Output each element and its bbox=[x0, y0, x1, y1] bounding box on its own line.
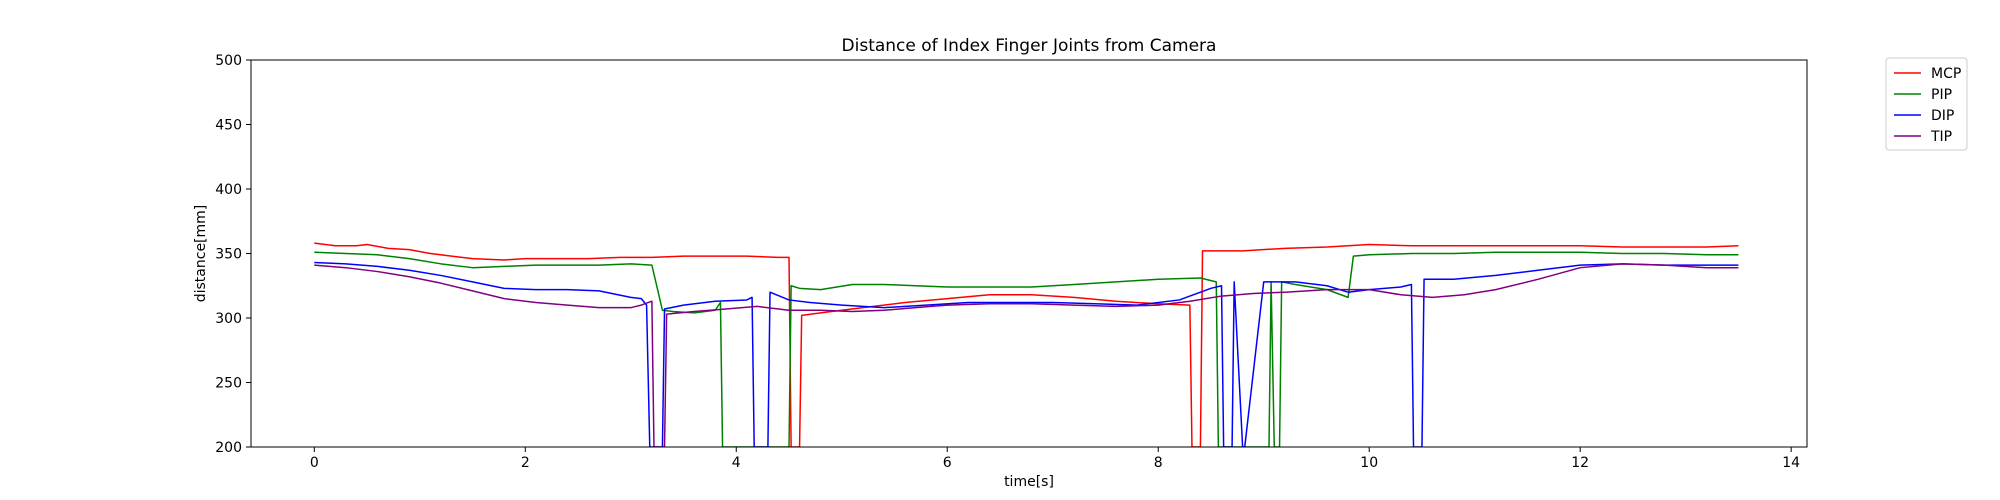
x-tick-label: 2 bbox=[521, 455, 530, 471]
x-tick-label: 8 bbox=[1154, 455, 1163, 471]
legend-label-tip: TIP bbox=[1930, 129, 1952, 145]
legend-label-pip: PIP bbox=[1931, 87, 1952, 103]
series-line-tip bbox=[314, 263, 1739, 447]
x-tick-label: 0 bbox=[310, 455, 319, 471]
x-tick-label: 4 bbox=[732, 455, 741, 471]
legend: MCP PIP DIP TIP bbox=[1885, 57, 1968, 151]
y-tick-label: 250 bbox=[215, 376, 242, 392]
y-tick-label: 200 bbox=[215, 440, 242, 456]
y-tick-label: 450 bbox=[215, 118, 242, 134]
x-axis: 0 2 4 6 8 10 12 14 bbox=[310, 447, 1800, 471]
y-axis: 200 250 300 350 400 450 500 bbox=[215, 53, 251, 456]
legend-label-dip: DIP bbox=[1931, 108, 1954, 124]
legend-box bbox=[1885, 57, 1968, 151]
x-tick-label: 6 bbox=[943, 455, 952, 471]
x-axis-label: time[s] bbox=[1004, 474, 1054, 490]
x-tick-label: 12 bbox=[1571, 455, 1589, 471]
x-tick-label: 14 bbox=[1782, 455, 1800, 471]
y-tick-label: 300 bbox=[215, 311, 242, 327]
series-layer bbox=[314, 242, 1739, 447]
chart-title: Distance of Index Finger Joints from Cam… bbox=[842, 36, 1217, 56]
legend-label-mcp: MCP bbox=[1931, 66, 1961, 82]
series-line-pip bbox=[314, 251, 1739, 447]
y-tick-label: 400 bbox=[215, 182, 242, 198]
y-axis-label: distance[mm] bbox=[193, 205, 209, 303]
y-tick-label: 500 bbox=[215, 53, 242, 69]
series-line-dip bbox=[314, 261, 1739, 447]
x-tick-label: 10 bbox=[1360, 455, 1378, 471]
y-tick-label: 350 bbox=[215, 247, 242, 263]
